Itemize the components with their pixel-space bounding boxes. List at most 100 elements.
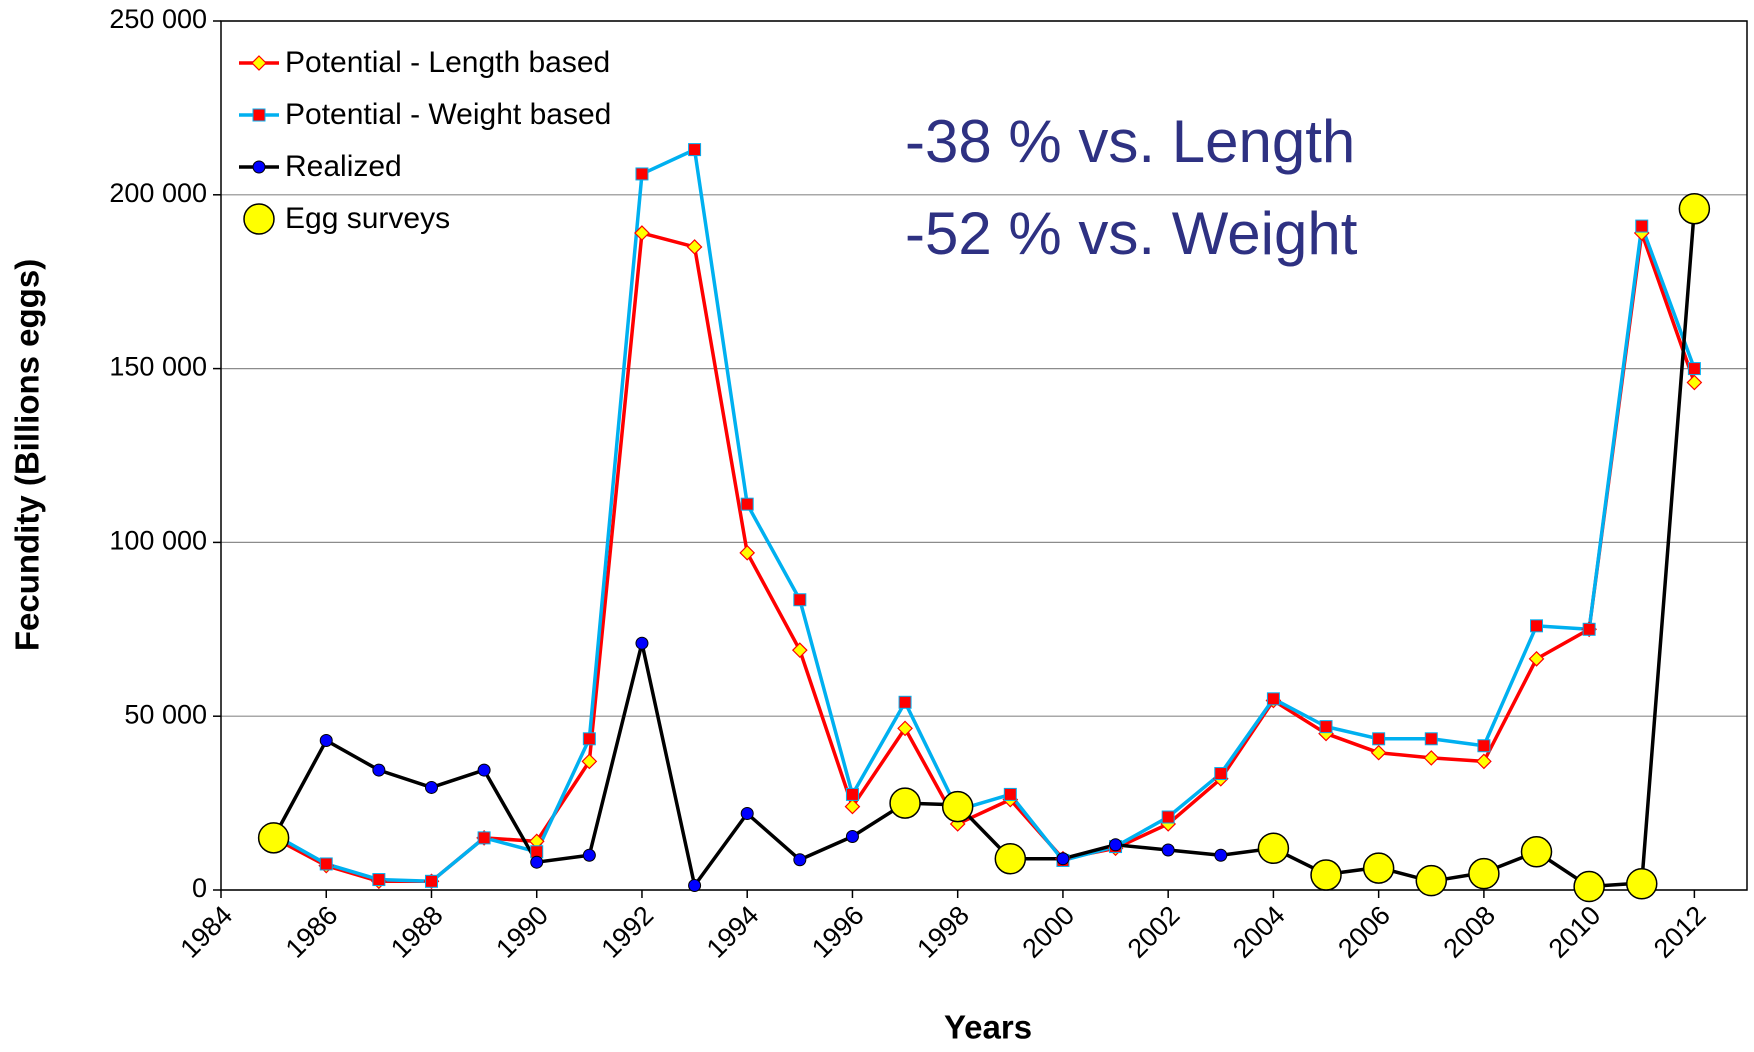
marker (1520, 836, 1553, 868)
x-tick-label: 1996 (806, 900, 870, 964)
marker (1056, 852, 1070, 866)
marker (845, 829, 859, 843)
marker (252, 160, 266, 174)
marker (477, 763, 491, 777)
marker (1468, 857, 1500, 890)
marker (1257, 832, 1290, 865)
x-axis-title: Years (944, 1009, 1032, 1046)
marker (897, 720, 913, 737)
marker (319, 734, 333, 748)
legend-text: Realized (285, 150, 402, 183)
marker (319, 857, 333, 871)
marker (1582, 622, 1596, 636)
marker (994, 842, 1027, 875)
marker (1370, 744, 1387, 761)
marker (1161, 843, 1175, 857)
marker (1687, 362, 1701, 376)
marker (372, 873, 386, 887)
marker (686, 239, 703, 255)
marker (739, 544, 756, 561)
marker (1573, 870, 1605, 903)
legend-text: Potential - Length based (285, 46, 610, 79)
marker (424, 874, 438, 888)
marker (635, 636, 649, 650)
x-tick-label: 2008 (1437, 900, 1501, 964)
marker (889, 787, 921, 819)
annotation: -52 % vs. Weight (905, 200, 1358, 267)
series-line (272, 231, 1697, 884)
marker (251, 55, 267, 71)
series-line (272, 147, 1697, 884)
x-tick-label: 2002 (1122, 900, 1186, 964)
marker (793, 593, 807, 607)
marker (243, 203, 275, 235)
plot-frame (220, 20, 1748, 891)
marker (1415, 864, 1448, 897)
marker (1477, 739, 1491, 753)
marker (1161, 810, 1175, 824)
series-line (272, 208, 1697, 889)
marker (1476, 753, 1492, 770)
marker (1266, 692, 1280, 706)
legend-text: Egg surveys (285, 202, 450, 235)
marker (582, 732, 596, 746)
marker (845, 787, 859, 801)
y-tick-label: 100 000 (109, 526, 207, 556)
marker (1319, 720, 1333, 734)
marker (1214, 848, 1228, 862)
marker (1362, 852, 1395, 884)
x-tick-label: 2000 (1017, 900, 1081, 964)
marker (1626, 867, 1658, 900)
marker (941, 790, 974, 823)
marker (372, 763, 386, 777)
marker (634, 225, 650, 241)
annotation: -38 % vs. Length (905, 108, 1355, 175)
marker (1423, 750, 1440, 766)
marker (740, 807, 754, 821)
marker (1678, 192, 1711, 225)
legend-text: Potential - Weight based (285, 98, 611, 131)
x-tick-label: 1990 (490, 900, 554, 964)
marker (424, 780, 438, 794)
y-axis-title: Fecundity (Billions eggs) (9, 259, 46, 651)
y-tick-label: 150 000 (109, 352, 207, 382)
x-tick-label: 1992 (596, 900, 660, 964)
y-tick-label: 250 000 (109, 4, 207, 34)
marker (635, 167, 649, 181)
marker (740, 497, 754, 511)
marker (1372, 732, 1386, 746)
x-tick-label: 2006 (1332, 900, 1396, 964)
marker (1528, 650, 1545, 667)
marker (582, 848, 596, 862)
y-tick-label: 50 000 (124, 699, 207, 729)
marker (844, 798, 861, 815)
x-tick-label: 1988 (385, 900, 449, 964)
x-tick-label: 2010 (1543, 900, 1607, 964)
marker (793, 853, 807, 867)
marker (257, 822, 290, 854)
y-tick-label: 200 000 (109, 178, 207, 208)
x-tick-label: 1998 (911, 900, 975, 964)
x-tick-label: 1994 (701, 900, 765, 964)
marker (1530, 619, 1544, 633)
marker (252, 108, 266, 122)
x-tick-label: 2012 (1648, 900, 1712, 964)
marker (791, 642, 808, 659)
marker (898, 695, 912, 709)
marker (1310, 859, 1342, 891)
marker (1424, 732, 1438, 746)
x-tick-label: 1984 (175, 900, 239, 964)
marker (1686, 374, 1703, 391)
marker (688, 143, 702, 157)
marker (1214, 767, 1228, 781)
marker (1109, 838, 1123, 852)
x-tick-label: 1986 (280, 900, 344, 964)
marker (1635, 219, 1649, 233)
marker (1003, 787, 1017, 801)
y-tick-label: 0 (192, 873, 207, 903)
marker (581, 753, 598, 770)
marker (477, 831, 491, 845)
marker (530, 855, 544, 869)
